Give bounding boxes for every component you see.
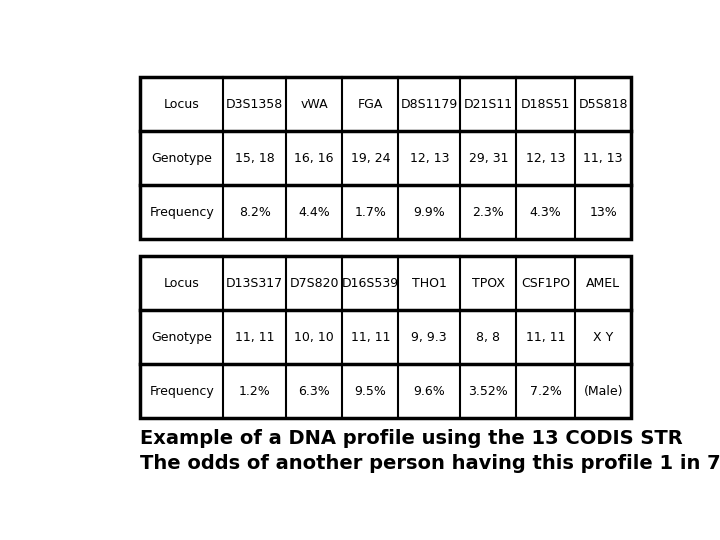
Text: The odds of another person having this profile 1 in 7.7 x 10: The odds of another person having this p… [140, 454, 720, 472]
Text: 4.3%: 4.3% [530, 206, 562, 219]
Text: 6.3%: 6.3% [298, 384, 330, 397]
Text: 7.2%: 7.2% [530, 384, 562, 397]
Text: CSF1PO: CSF1PO [521, 276, 570, 289]
Text: (Male): (Male) [583, 384, 623, 397]
Text: 1.7%: 1.7% [354, 206, 386, 219]
Text: Frequency: Frequency [149, 206, 214, 219]
Text: D13S317: D13S317 [226, 276, 283, 289]
Text: FGA: FGA [358, 98, 383, 111]
Text: 1.2%: 1.2% [239, 384, 271, 397]
Text: 11, 11: 11, 11 [526, 330, 565, 343]
Text: D18S51: D18S51 [521, 98, 570, 111]
Bar [140, 256, 631, 418]
Text: 16, 16: 16, 16 [294, 152, 334, 165]
Text: TPOX: TPOX [472, 276, 505, 289]
Text: 8.2%: 8.2% [238, 206, 271, 219]
Text: 11, 11: 11, 11 [351, 330, 390, 343]
Text: 19, 24: 19, 24 [351, 152, 390, 165]
Text: 11, 11: 11, 11 [235, 330, 274, 343]
Text: D7S820: D7S820 [289, 276, 339, 289]
Text: vWA: vWA [300, 98, 328, 111]
Text: 9.9%: 9.9% [413, 206, 445, 219]
Text: 4.4%: 4.4% [298, 206, 330, 219]
Text: 11, 13: 11, 13 [583, 152, 623, 165]
Text: D8S1179: D8S1179 [400, 98, 458, 111]
Text: THO1: THO1 [412, 276, 446, 289]
Text: 12, 13: 12, 13 [526, 152, 565, 165]
Text: 13%: 13% [589, 206, 617, 219]
Text: Genotype: Genotype [151, 152, 212, 165]
Text: Locus: Locus [163, 98, 199, 111]
Text: Example of a DNA profile using the 13 CODIS STR: Example of a DNA profile using the 13 CO… [140, 429, 683, 448]
Text: X Y: X Y [593, 330, 613, 343]
Text: Frequency: Frequency [149, 384, 214, 397]
Bar [140, 77, 631, 239]
Text: 29, 31: 29, 31 [469, 152, 508, 165]
Text: D3S1358: D3S1358 [226, 98, 283, 111]
Text: Genotype: Genotype [151, 330, 212, 343]
Text: 9, 9.3: 9, 9.3 [411, 330, 447, 343]
Text: D5S818: D5S818 [578, 98, 628, 111]
Text: 15, 18: 15, 18 [235, 152, 274, 165]
Text: 9.6%: 9.6% [413, 384, 445, 397]
Text: 9.5%: 9.5% [354, 384, 386, 397]
Text: 12, 13: 12, 13 [410, 152, 449, 165]
Text: AMEL: AMEL [586, 276, 620, 289]
Text: D16S539: D16S539 [342, 276, 399, 289]
Text: 8, 8: 8, 8 [477, 330, 500, 343]
Text: 2.3%: 2.3% [472, 206, 504, 219]
Text: 3.52%: 3.52% [469, 384, 508, 397]
Text: 10, 10: 10, 10 [294, 330, 334, 343]
Text: Locus: Locus [163, 276, 199, 289]
Text: D21S11: D21S11 [464, 98, 513, 111]
